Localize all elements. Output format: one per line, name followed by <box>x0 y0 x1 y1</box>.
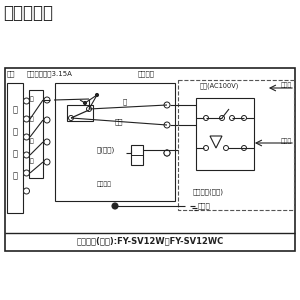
Text: スイッチ(別売):FY-SV12W・FY-SV12WC: スイッチ(別売):FY-SV12W・FY-SV12WC <box>76 236 224 245</box>
Text: 接地側: 接地側 <box>281 82 292 88</box>
Text: 本体: 本体 <box>7 70 16 76</box>
Circle shape <box>23 170 29 176</box>
Bar <box>55 83 175 201</box>
Circle shape <box>23 134 29 140</box>
Circle shape <box>164 122 170 128</box>
Circle shape <box>44 97 50 103</box>
Bar <box>67 105 93 121</box>
Text: スイッチ(別売): スイッチ(別売) <box>193 188 224 195</box>
Circle shape <box>83 101 86 104</box>
Circle shape <box>230 116 235 121</box>
Bar <box>29 90 43 178</box>
Bar <box>131 145 143 165</box>
Circle shape <box>23 98 29 104</box>
Text: 《結線図》: 《結線図》 <box>3 4 53 22</box>
Circle shape <box>86 106 92 112</box>
Text: ー: ー <box>13 127 17 136</box>
Text: 速結端子: 速結端子 <box>97 181 112 187</box>
Text: 弱(常時): 弱(常時) <box>97 146 115 153</box>
Text: 赤: 赤 <box>30 158 34 164</box>
Circle shape <box>68 116 74 121</box>
Bar <box>7 83 23 213</box>
Bar <box>5 68 295 251</box>
Circle shape <box>220 116 224 121</box>
Circle shape <box>44 139 50 145</box>
Text: 電圧側: 電圧側 <box>281 138 292 144</box>
Text: ー: ー <box>13 171 17 180</box>
Circle shape <box>224 146 229 151</box>
Text: アース: アース <box>198 202 211 208</box>
Circle shape <box>95 94 98 97</box>
Text: 共通: 共通 <box>115 118 124 124</box>
Circle shape <box>23 116 29 122</box>
Text: 電流ヒューズ3.15A: 電流ヒューズ3.15A <box>27 70 73 76</box>
Circle shape <box>203 116 208 121</box>
Bar <box>178 80 294 210</box>
Text: 青: 青 <box>30 96 34 102</box>
Circle shape <box>164 150 170 156</box>
Text: 電源(AC100V): 電源(AC100V) <box>200 82 239 88</box>
Circle shape <box>44 117 50 123</box>
Circle shape <box>44 159 50 165</box>
Circle shape <box>23 188 29 194</box>
Bar <box>196 98 254 170</box>
Text: 白: 白 <box>30 138 34 144</box>
Text: 強: 強 <box>123 98 127 105</box>
Circle shape <box>112 203 118 209</box>
Circle shape <box>164 150 170 156</box>
Circle shape <box>23 152 29 158</box>
Circle shape <box>242 116 247 121</box>
Text: 黒: 黒 <box>30 116 34 122</box>
Circle shape <box>164 102 170 108</box>
Circle shape <box>242 146 247 151</box>
Text: 制御回路: 制御回路 <box>138 70 155 76</box>
Circle shape <box>203 146 208 151</box>
Text: タ: タ <box>13 149 17 158</box>
Text: モ: モ <box>13 105 17 114</box>
